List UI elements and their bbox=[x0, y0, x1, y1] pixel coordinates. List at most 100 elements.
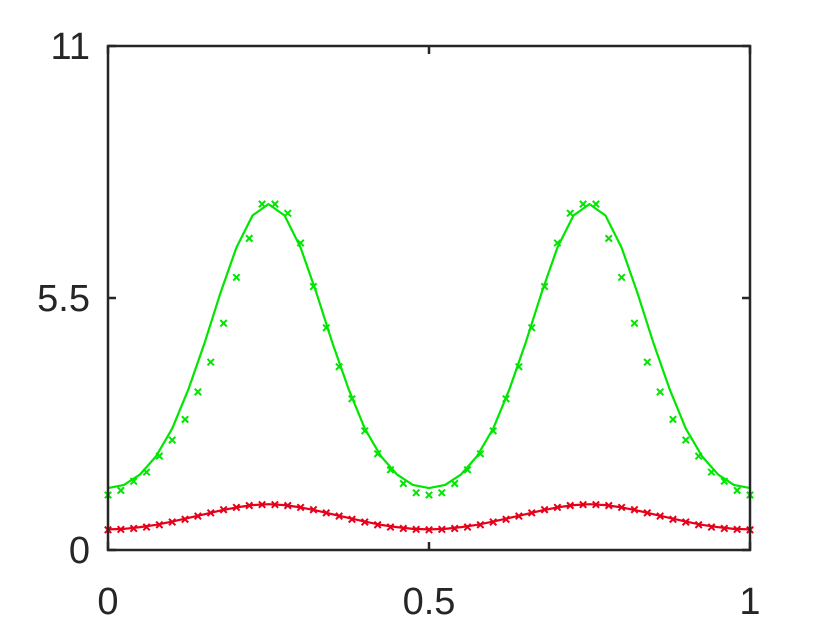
data-point-marker bbox=[373, 449, 382, 458]
data-point-marker bbox=[322, 508, 331, 517]
data-point-marker bbox=[437, 488, 446, 497]
data-point-marker bbox=[630, 505, 639, 514]
data-point-marker bbox=[681, 436, 690, 444]
data-point-marker bbox=[694, 520, 703, 529]
data-point-marker bbox=[617, 273, 626, 282]
data-point-marker bbox=[720, 477, 729, 486]
data-point-marker bbox=[245, 501, 254, 510]
series-1 bbox=[104, 200, 754, 499]
data-point-marker bbox=[360, 518, 369, 526]
data-point-marker bbox=[232, 273, 241, 282]
data-point-marker bbox=[245, 234, 254, 243]
data-point-marker bbox=[129, 524, 138, 533]
data-point-marker bbox=[630, 319, 639, 328]
data-point-marker bbox=[669, 415, 677, 424]
data-point-marker bbox=[181, 415, 189, 424]
data-point-marker bbox=[142, 523, 151, 531]
data-point-marker bbox=[592, 500, 600, 509]
data-point-marker bbox=[669, 515, 677, 524]
data-point-marker bbox=[579, 500, 587, 509]
data-point-marker bbox=[206, 358, 215, 367]
data-point-marker bbox=[219, 505, 228, 514]
data-point-marker bbox=[502, 394, 510, 403]
data-point-marker bbox=[476, 520, 485, 529]
data-point-marker bbox=[258, 200, 266, 208]
data-point-marker bbox=[425, 491, 433, 499]
y-tick-label: 5.5 bbox=[37, 278, 90, 320]
series-2 bbox=[107, 503, 751, 531]
data-point-marker bbox=[193, 388, 202, 396]
tick-layer: 0 0.5 1 0 5.5 11 bbox=[37, 26, 760, 623]
data-point-marker bbox=[348, 394, 356, 403]
data-point-marker bbox=[514, 362, 523, 371]
data-point-marker bbox=[733, 525, 742, 534]
y-tick-label: 11 bbox=[51, 26, 90, 68]
data-point-marker bbox=[386, 523, 395, 531]
data-point-marker bbox=[694, 452, 703, 460]
data-point-marker bbox=[527, 323, 536, 332]
data-point-marker bbox=[450, 524, 459, 533]
data-point-marker bbox=[476, 449, 485, 458]
data-point-marker bbox=[604, 234, 613, 243]
data-point-marker bbox=[489, 426, 498, 435]
data-point-marker bbox=[707, 468, 716, 477]
data-point-marker bbox=[399, 524, 408, 533]
data-point-marker bbox=[553, 503, 562, 512]
data-point-marker bbox=[386, 465, 395, 474]
axes-box bbox=[106, 44, 752, 552]
series-0 bbox=[107, 203, 751, 490]
data-point-marker bbox=[540, 282, 549, 291]
data-point-marker bbox=[309, 505, 318, 514]
data-point-marker bbox=[283, 501, 292, 510]
data-point-marker bbox=[155, 520, 164, 529]
data-point-marker bbox=[617, 503, 626, 512]
series-3 bbox=[104, 500, 754, 534]
data-point-marker bbox=[399, 479, 408, 488]
data-point-marker bbox=[514, 512, 523, 521]
data-point-marker bbox=[348, 515, 356, 524]
y-tick-label: 0 bbox=[69, 530, 90, 572]
data-point-marker bbox=[168, 518, 177, 526]
x-tick-label: 0 bbox=[97, 581, 118, 623]
data-point-marker bbox=[193, 512, 202, 521]
data-point-marker bbox=[181, 515, 189, 524]
data-point-marker bbox=[296, 503, 305, 512]
data-point-marker bbox=[373, 520, 382, 529]
data-point-marker bbox=[425, 525, 433, 534]
data-point-marker bbox=[502, 515, 510, 524]
data-point-marker bbox=[681, 518, 690, 526]
data-point-marker bbox=[335, 362, 344, 371]
data-point-marker bbox=[296, 239, 305, 247]
data-point-marker bbox=[656, 512, 665, 521]
data-point-marker bbox=[412, 488, 421, 497]
data-point-marker bbox=[168, 436, 177, 444]
data-point-marker bbox=[271, 500, 279, 509]
data-point-marker bbox=[733, 486, 742, 495]
data-point-marker bbox=[720, 524, 729, 533]
data-point-marker bbox=[322, 323, 331, 332]
data-point-marker bbox=[566, 501, 575, 510]
data-point-marker bbox=[412, 525, 421, 534]
data-point-marker bbox=[129, 477, 138, 486]
data-point-marker bbox=[656, 388, 665, 396]
data-point-marker bbox=[155, 452, 164, 460]
series-line bbox=[107, 203, 751, 490]
data-point-marker bbox=[116, 486, 125, 495]
data-point-marker bbox=[309, 282, 318, 291]
data-point-marker bbox=[360, 426, 369, 435]
data-point-marker bbox=[450, 479, 459, 488]
data-point-marker bbox=[335, 512, 344, 521]
data-point-marker bbox=[219, 319, 228, 328]
data-point-marker bbox=[643, 358, 652, 367]
data-point-marker bbox=[540, 505, 549, 514]
data-point-marker bbox=[116, 525, 125, 534]
series-layer bbox=[104, 200, 754, 534]
data-point-marker bbox=[566, 209, 575, 218]
data-point-marker bbox=[463, 523, 472, 531]
data-point-marker bbox=[592, 200, 600, 208]
data-point-marker bbox=[604, 501, 613, 510]
data-point-marker bbox=[489, 518, 498, 526]
data-point-marker bbox=[643, 508, 652, 517]
data-point-marker bbox=[527, 508, 536, 517]
